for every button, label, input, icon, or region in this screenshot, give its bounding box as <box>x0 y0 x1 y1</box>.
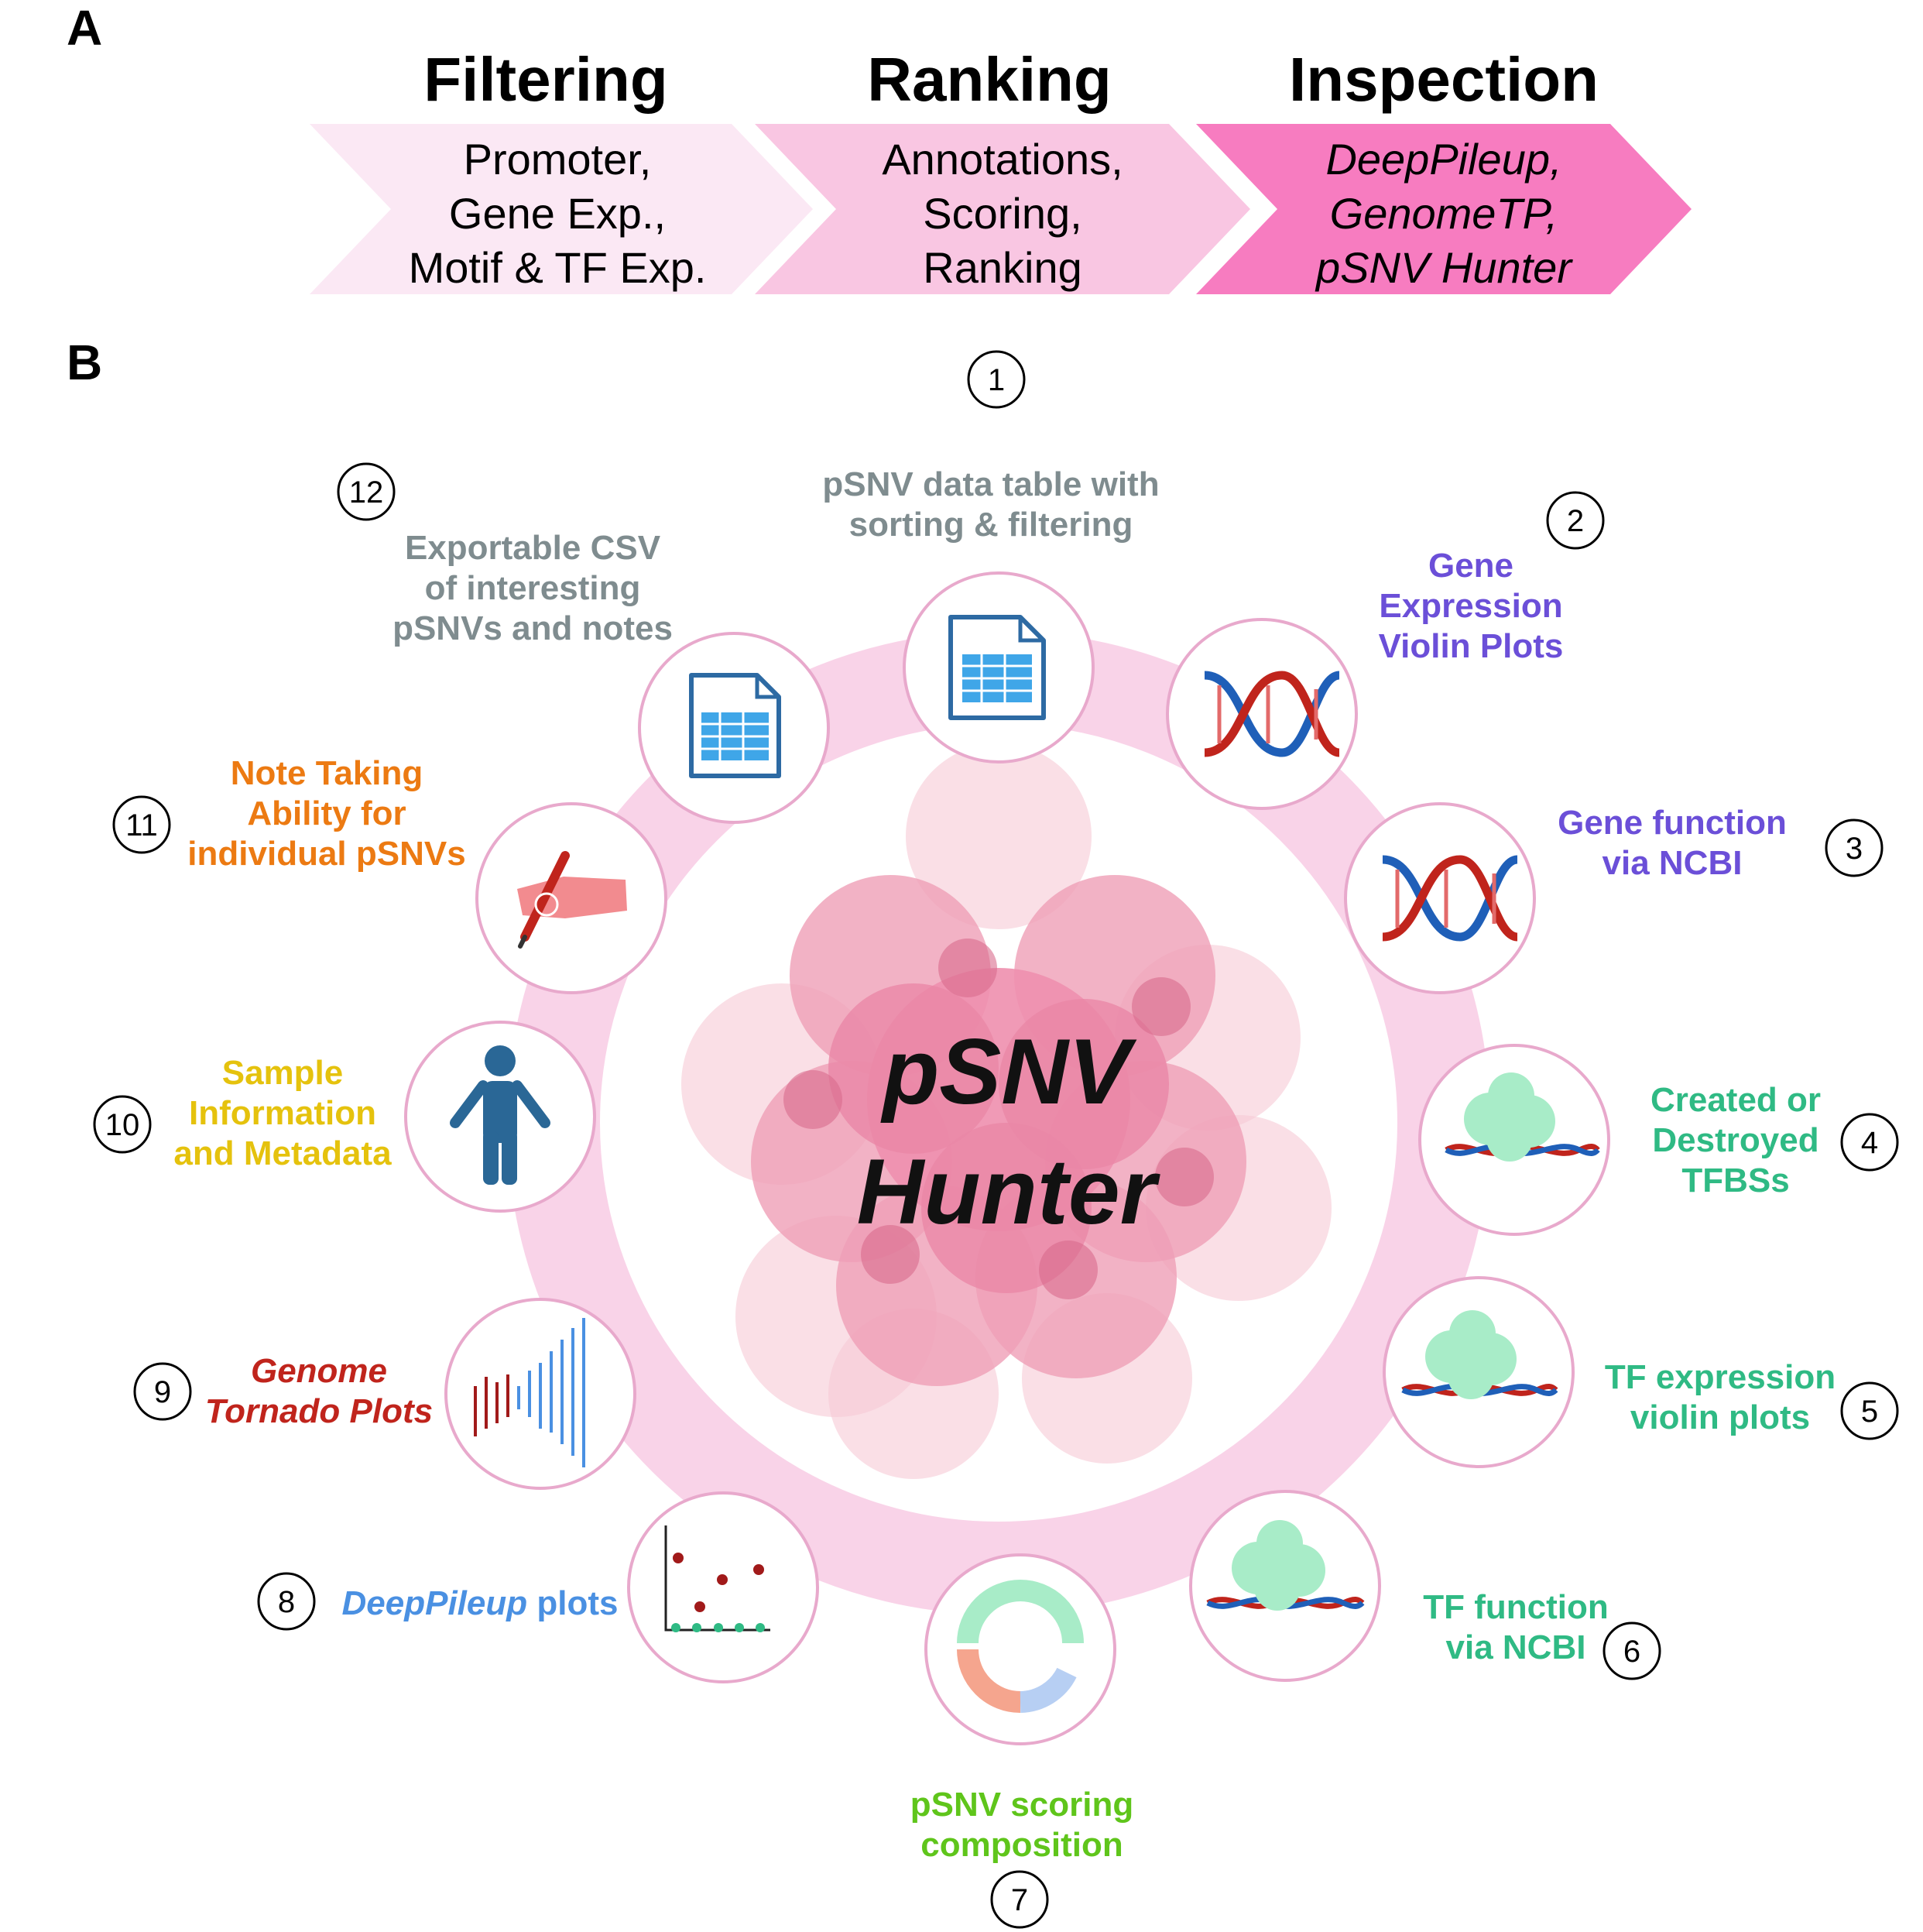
badge-5: 5 <box>1861 1395 1878 1429</box>
badge-7: 7 <box>1011 1883 1028 1917</box>
person-icon <box>450 1045 550 1185</box>
dna-icon <box>1204 671 1341 757</box>
stage-ranking-line-3: Ranking <box>923 243 1081 292</box>
feature-label-4-line-2: Destroyed <box>1652 1121 1818 1159</box>
feature-label-12-line-3: pSNVs and notes <box>392 609 673 647</box>
stage-inspection: Inspection DeepPileup, GenomeTP, pSNV Hu… <box>1196 45 1692 294</box>
stage-filtering-title: Filtering <box>423 45 668 114</box>
feature-label-6-line-1: TF function <box>1423 1588 1609 1626</box>
badge-10: 10 <box>105 1108 140 1142</box>
donut-chart-icon <box>957 1580 1084 1713</box>
feature-label-10-line-1: Sample <box>222 1054 344 1092</box>
feature-label-10-line-3: and Metadata <box>173 1134 392 1172</box>
badge-12: 12 <box>349 475 384 510</box>
stage-ranking-arrow <box>755 124 1250 294</box>
feature-label-1-line-1: pSNV data table with <box>822 465 1159 503</box>
pipeline: Filtering Promoter, Gene Exp., Motif & T… <box>310 45 1692 294</box>
feature-node-8 <box>627 1491 819 1683</box>
stage-inspection-title: Inspection <box>1289 45 1599 114</box>
stage-filtering-line-1: Promoter, <box>464 135 652 184</box>
dna-icon <box>1382 855 1519 942</box>
hub-title-line-2: Hunter <box>857 1140 1161 1244</box>
feature-node-7 <box>924 1553 1116 1745</box>
feature-label-8: DeepPileup plots <box>342 1584 619 1622</box>
badge-4: 4 <box>1861 1126 1878 1160</box>
tornado-plot-icon <box>474 1318 585 1467</box>
feature-label-5-line-1: TF expression <box>1605 1358 1836 1396</box>
feature-label-11-line-2: Ability for <box>247 794 406 832</box>
feature-node-11 <box>475 802 667 994</box>
stage-inspection-line-3: pSNV Hunter <box>1315 243 1573 292</box>
feature-label-12-line-1: Exportable CSV <box>405 529 661 567</box>
cell-cluster-illustration <box>681 743 1332 1479</box>
stage-ranking-title: Ranking <box>867 45 1112 114</box>
feature-label-9-line-1: Genome <box>251 1352 387 1390</box>
feature-label-8-italic: DeepPileup <box>342 1584 528 1622</box>
feature-label-2-line-3: Violin Plots <box>1379 627 1564 665</box>
feature-label-2-line-1: Gene <box>1428 547 1513 585</box>
panel-label-a: A <box>67 0 102 56</box>
badge-8: 8 <box>278 1585 295 1619</box>
number-badges: 1 2 3 4 5 6 7 8 9 10 11 12 <box>93 350 1899 1929</box>
badge-6: 6 <box>1623 1635 1640 1669</box>
panel-label-b: B <box>67 335 102 390</box>
feature-node-10 <box>404 1021 596 1213</box>
protein-dna-icon <box>1445 1072 1600 1162</box>
feature-label-4-line-3: TFBSs <box>1681 1162 1789 1199</box>
stage-ranking-line-1: Annotations, <box>882 135 1123 184</box>
badge-11: 11 <box>125 808 158 842</box>
feature-label-7-line-1: pSNV scoring <box>910 1786 1134 1824</box>
feature-label-11-line-3: individual pSNVs <box>187 835 465 873</box>
stage-inspection-line-1: DeepPileup, <box>1325 135 1561 184</box>
feature-node-3 <box>1344 802 1536 994</box>
stage-inspection-arrow <box>1196 124 1692 294</box>
feature-label-3-line-2: via NCBI <box>1602 844 1743 882</box>
feature-label-9-line-2: Tornado Plots <box>205 1392 433 1430</box>
stage-ranking: Ranking Annotations, Scoring, Ranking <box>755 45 1250 294</box>
stage-filtering-line-3: Motif & TF Exp. <box>409 243 707 292</box>
feature-label-7-line-2: composition <box>920 1826 1123 1864</box>
feature-node-5 <box>1383 1276 1575 1468</box>
feature-label-10-line-2: Information <box>189 1094 376 1132</box>
feature-label-2-line-2: Expression <box>1379 587 1562 625</box>
feature-node-1 <box>903 571 1095 764</box>
feature-node-12 <box>638 632 830 824</box>
spreadsheet-icon <box>948 615 1046 720</box>
badge-2: 2 <box>1567 504 1584 538</box>
feature-label-1-line-2: sorting & filtering <box>849 506 1133 544</box>
feature-label-12-line-2: of interesting <box>425 569 641 607</box>
feature-node-2 <box>1166 618 1358 810</box>
feature-label-8-normal: plots <box>527 1584 618 1622</box>
feature-node-6 <box>1189 1490 1381 1682</box>
stage-ranking-line-2: Scoring, <box>923 189 1081 238</box>
feature-label-11-line-1: Note Taking <box>231 754 423 792</box>
writing-hand-icon <box>517 851 627 949</box>
badge-3: 3 <box>1846 832 1863 866</box>
badge-1: 1 <box>988 363 1005 397</box>
protein-dna-icon <box>1206 1520 1365 1611</box>
feature-label-6-line-2: via NCBI <box>1446 1628 1586 1666</box>
feature-label-3-line-1: Gene function <box>1558 804 1787 842</box>
feature-node-4 <box>1418 1044 1610 1236</box>
feature-label-5-line-2: violin plots <box>1630 1398 1810 1436</box>
stage-filtering-arrow <box>310 124 813 294</box>
feature-node-9 <box>444 1298 636 1490</box>
feature-label-4-line-1: Created or <box>1650 1081 1821 1119</box>
stage-filtering-line-2: Gene Exp., <box>449 189 666 238</box>
stage-inspection-line-2: GenomeTP, <box>1330 189 1558 238</box>
protein-dna-icon <box>1401 1310 1558 1399</box>
hub-title-line-1: pSNV <box>880 1020 1137 1124</box>
badge-9: 9 <box>154 1375 171 1409</box>
stage-filtering: Filtering Promoter, Gene Exp., Motif & T… <box>310 45 813 294</box>
scatter-plot-icon <box>664 1525 770 1632</box>
spreadsheet-icon <box>689 673 781 778</box>
